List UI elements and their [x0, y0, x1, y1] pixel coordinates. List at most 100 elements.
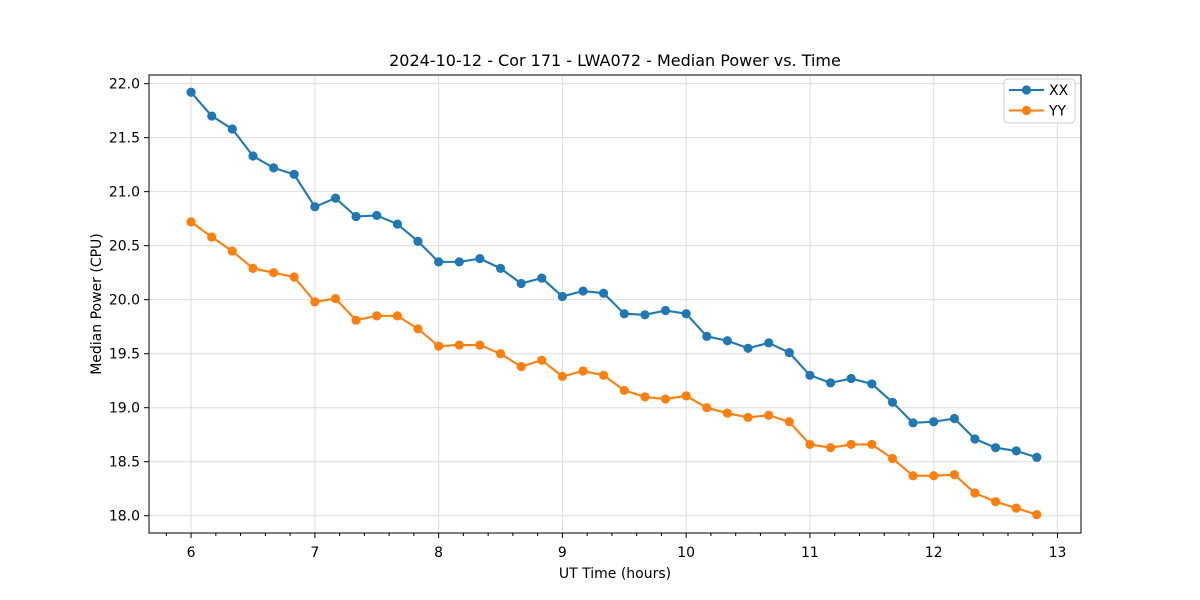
data-point-yy: [743, 412, 753, 423]
y-tick-label: 21.0: [109, 185, 140, 201]
data-point-xx: [330, 193, 341, 203]
data-point-xx: [681, 309, 691, 319]
data-point-yy: [619, 385, 629, 396]
plot-frame: [148, 74, 1082, 534]
x-tick-label: 6: [187, 545, 196, 561]
data-point-yy: [887, 453, 898, 464]
data-point-yy: [681, 391, 691, 401]
data-point-yy: [310, 297, 320, 307]
y-tick-label: 21.5: [109, 131, 140, 147]
data-point-yy: [1032, 510, 1042, 520]
data-point-yy: [722, 408, 732, 418]
data-point-xx: [392, 219, 403, 229]
data-point-yy: [784, 417, 794, 427]
y-tick-label: 18.0: [109, 509, 140, 525]
series-layer: [186, 87, 1042, 520]
data-point-yy: [970, 488, 980, 498]
y-tick-label: 19.0: [109, 401, 140, 417]
data-point-yy: [826, 443, 836, 453]
data-point-yy: [227, 246, 237, 256]
data-point-xx: [310, 202, 320, 212]
data-point-yy: [434, 341, 444, 351]
data-point-yy: [908, 471, 918, 481]
data-point-yy: [454, 340, 464, 350]
data-point-yy: [495, 349, 506, 359]
data-point-yy: [351, 315, 361, 325]
y-tick-label: 22.0: [109, 77, 140, 93]
legend-marker: [1021, 105, 1032, 116]
data-point-yy: [640, 392, 650, 402]
x-axis-label: UT Time (hours): [559, 566, 671, 582]
data-point-xx: [1011, 446, 1021, 456]
data-point-xx: [660, 305, 671, 316]
x-tick-label: 7: [310, 545, 319, 561]
data-point-xx: [578, 286, 588, 296]
data-point-xx: [846, 373, 856, 384]
data-point-xx: [722, 336, 732, 346]
series-line-xx: [190, 91, 1038, 459]
chart-title: 2024-10-12 - Cor 171 - LWA072 - Median P…: [389, 51, 841, 70]
x-tick-label: 11: [801, 545, 819, 561]
data-point-xx: [372, 210, 382, 221]
data-point-xx: [929, 417, 939, 427]
data-point-xx: [434, 257, 444, 267]
data-point-xx: [413, 236, 423, 246]
data-point-xx: [599, 288, 609, 298]
data-point-yy: [207, 232, 217, 242]
data-point-yy: [248, 263, 258, 273]
data-point-xx: [990, 443, 1001, 453]
data-point-xx: [970, 434, 980, 444]
data-point-xx: [887, 397, 898, 407]
data-point-yy: [557, 371, 567, 381]
data-point-yy: [330, 293, 341, 304]
x-tick-label: 9: [558, 545, 567, 561]
data-point-xx: [619, 309, 629, 319]
data-point-yy: [660, 394, 671, 404]
legend-marker: [1021, 85, 1032, 95]
data-point-xx: [207, 111, 217, 121]
data-point-yy: [805, 439, 815, 450]
x-tick-label: 8: [434, 545, 443, 561]
data-point-xx: [908, 418, 918, 428]
legend-label: YY: [1048, 104, 1067, 120]
data-point-xx: [949, 413, 959, 424]
data-point-xx: [784, 348, 794, 358]
data-point-yy: [413, 324, 423, 334]
data-point-xx: [805, 370, 815, 380]
data-point-yy: [186, 217, 196, 227]
data-point-yy: [949, 470, 959, 480]
data-point-xx: [826, 378, 836, 388]
y-tick-label: 20.0: [109, 293, 140, 309]
data-point-xx: [495, 263, 506, 273]
data-point-yy: [372, 311, 382, 321]
legend: XX YY: [1003, 78, 1076, 124]
data-point-xx: [557, 291, 567, 302]
data-point-yy: [392, 311, 403, 321]
data-point-xx: [186, 87, 196, 97]
x-tick-label: 10: [677, 545, 695, 561]
data-point-xx: [867, 379, 877, 389]
data-point-xx: [764, 338, 774, 348]
y-tick-label: 19.5: [109, 347, 140, 363]
data-point-xx: [248, 151, 258, 161]
x-tick-label: 12: [925, 545, 943, 561]
data-point-xx: [454, 257, 464, 267]
data-point-xx: [351, 211, 361, 222]
data-point-xx: [702, 331, 712, 342]
x-tick-label: 13: [1049, 545, 1067, 561]
data-point-xx: [640, 310, 650, 320]
y-axis-label: Median Power (CPU): [89, 233, 105, 375]
data-point-yy: [475, 340, 485, 350]
legend-label: XX: [1049, 83, 1069, 99]
data-point-yy: [516, 362, 526, 372]
data-point-xx: [227, 124, 237, 134]
data-point-yy: [846, 439, 856, 450]
grid-layer: [149, 75, 1081, 533]
data-point-yy: [289, 272, 299, 282]
data-point-yy: [702, 403, 712, 413]
data-point-yy: [1011, 503, 1021, 513]
data-point-xx: [289, 169, 299, 179]
data-point-yy: [929, 471, 939, 481]
